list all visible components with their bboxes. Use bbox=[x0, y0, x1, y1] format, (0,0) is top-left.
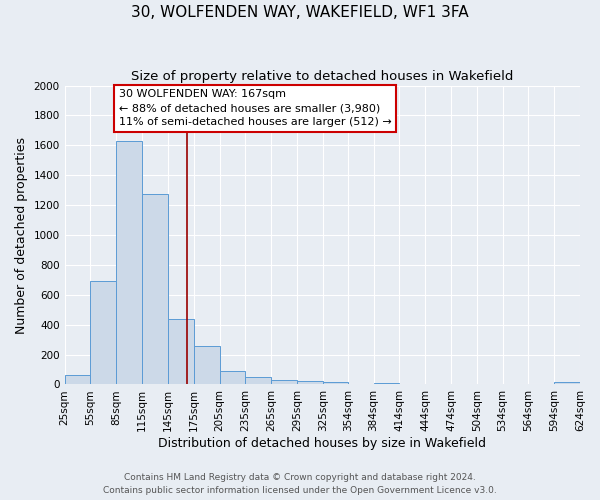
Bar bbox=[91, 280, 116, 384]
Text: Contains HM Land Registry data © Crown copyright and database right 2024.
Contai: Contains HM Land Registry data © Crown c… bbox=[103, 473, 497, 495]
Bar bbox=[194, 346, 220, 385]
Y-axis label: Number of detached properties: Number of detached properties bbox=[15, 136, 28, 334]
X-axis label: Distribution of detached houses by size in Wakefield: Distribution of detached houses by size … bbox=[158, 437, 487, 450]
Bar bbox=[142, 194, 168, 384]
Bar bbox=[168, 320, 194, 384]
Bar bbox=[323, 382, 348, 384]
Title: Size of property relative to detached houses in Wakefield: Size of property relative to detached ho… bbox=[131, 70, 514, 83]
Bar bbox=[65, 374, 91, 384]
Bar bbox=[297, 382, 323, 384]
Text: 30 WOLFENDEN WAY: 167sqm
← 88% of detached houses are smaller (3,980)
11% of sem: 30 WOLFENDEN WAY: 167sqm ← 88% of detach… bbox=[119, 90, 392, 128]
Bar bbox=[271, 380, 297, 384]
Bar bbox=[245, 376, 271, 384]
Bar bbox=[116, 141, 142, 384]
Bar bbox=[374, 382, 400, 384]
Text: 30, WOLFENDEN WAY, WAKEFIELD, WF1 3FA: 30, WOLFENDEN WAY, WAKEFIELD, WF1 3FA bbox=[131, 5, 469, 20]
Bar bbox=[220, 371, 245, 384]
Bar bbox=[554, 382, 580, 384]
